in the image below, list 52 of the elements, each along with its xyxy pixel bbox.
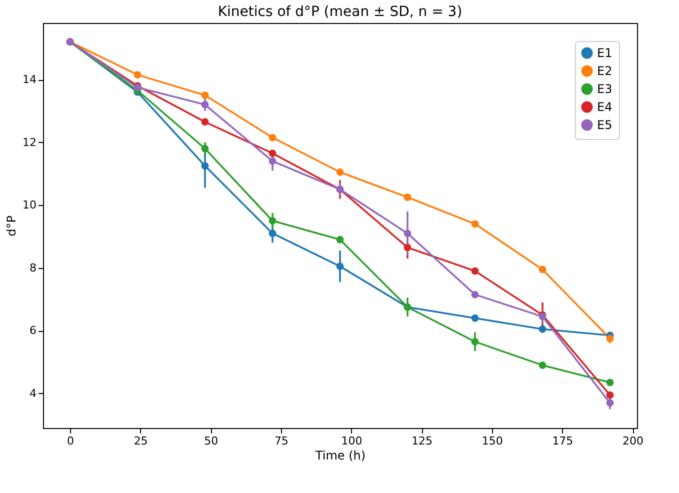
legend-label: E1	[597, 46, 612, 60]
y-tick-label: 8	[30, 261, 36, 274]
point	[268, 230, 276, 238]
x-tick-label: 50	[204, 434, 218, 448]
x-tick-label: 25	[134, 434, 148, 448]
x-tick-label: 75	[274, 434, 288, 448]
point	[404, 194, 412, 201]
point	[404, 244, 412, 252]
point	[201, 118, 209, 126]
point	[538, 362, 546, 369]
point	[538, 266, 546, 274]
point	[201, 144, 209, 152]
legend-label: E5	[597, 118, 612, 132]
x-tick-label: 150	[482, 434, 503, 448]
point	[471, 338, 479, 346]
point	[471, 290, 479, 298]
x-axis-title: Time (h)	[314, 448, 366, 462]
y-tick-label: 6	[30, 324, 36, 338]
point	[201, 100, 209, 108]
y-tick-label: 10	[22, 198, 36, 212]
point	[201, 162, 209, 170]
x-tick-label: 100	[341, 434, 362, 448]
y-tick-label: 4	[30, 386, 36, 400]
legend-label: E2	[597, 64, 612, 78]
legend-label: E3	[597, 82, 612, 96]
point	[538, 325, 546, 333]
point	[606, 391, 614, 399]
x-tick-label: 125	[412, 434, 433, 448]
point	[606, 399, 614, 407]
point	[336, 236, 344, 244]
point	[471, 267, 479, 275]
point	[201, 92, 209, 99]
legend-label: E4	[597, 100, 612, 114]
point	[606, 378, 614, 386]
x-tick-label: 0	[67, 434, 74, 448]
x-tick-label: 200	[622, 434, 644, 448]
point	[404, 230, 412, 238]
x-tick-label: 175	[552, 434, 574, 448]
y-tick-label: 14	[22, 73, 36, 86]
point	[471, 314, 479, 322]
point	[134, 71, 142, 79]
y-axis-title: d°P	[4, 216, 19, 236]
point	[471, 220, 479, 228]
y-tick-label: 12	[22, 136, 36, 149]
point	[268, 157, 276, 165]
point	[336, 262, 344, 270]
point	[268, 134, 276, 142]
chart-title: Kinetics of d°P (mean ± SD, n = 3)	[218, 4, 462, 20]
point	[268, 150, 276, 157]
point	[336, 168, 344, 176]
point	[606, 334, 614, 342]
point	[268, 217, 276, 224]
